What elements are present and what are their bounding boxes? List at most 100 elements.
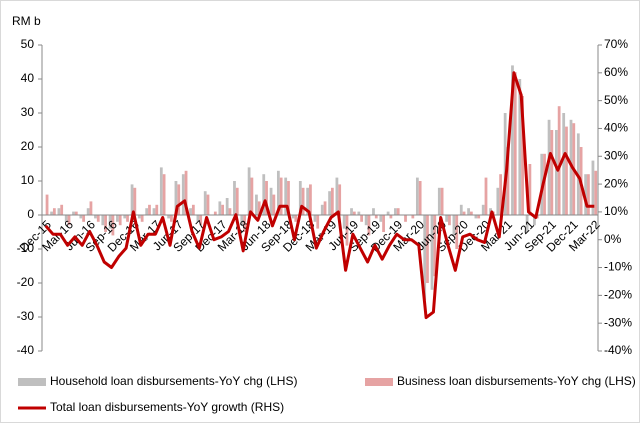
bar [140,215,144,222]
y-axis-title: RM b [12,14,41,28]
bar [57,208,61,215]
bar [513,72,517,215]
y2-tick-label: -10% [604,260,632,274]
bar [323,201,327,215]
bar [521,96,524,215]
bar [448,215,451,226]
bar [148,204,151,215]
bar [518,79,522,215]
bar [235,187,239,215]
bar [496,187,500,215]
legend-swatch [365,378,393,386]
bar [562,113,566,215]
bar [111,215,115,236]
bar [174,181,178,215]
bar [503,113,507,215]
bar [257,201,261,215]
bar [196,215,200,222]
bar [50,211,53,215]
bar [481,204,485,215]
bar [86,208,90,215]
legend-swatch [18,378,46,386]
y2-tick-label: -40% [604,343,632,357]
bar [250,177,254,215]
bar [137,215,141,219]
bar [133,187,137,215]
bar [372,208,375,215]
y-tick-label: 20 [21,139,35,153]
legend-label: Total loan disbursements-YoY growth (RHS… [50,400,284,414]
bar [191,204,195,215]
bar [437,187,441,215]
bar [554,130,558,215]
bar [60,204,64,215]
bar [108,215,112,229]
bar [379,215,383,222]
bar [342,215,346,229]
y-tick-label: 50 [21,37,35,51]
bar [338,184,342,215]
bar [587,174,590,215]
bar [350,208,353,215]
bar [213,211,217,215]
bar [374,215,378,219]
bar [74,211,78,215]
y-tick-label: 30 [21,105,35,119]
y-tick-label: 0 [27,207,34,221]
bar [170,215,173,222]
bar [506,147,510,215]
bar [404,215,407,222]
bar [123,215,127,219]
bar [228,208,232,215]
bar [262,174,266,215]
bar [233,181,236,215]
y2-tick-label: -30% [604,315,632,329]
bar [130,184,134,215]
bar [423,215,427,300]
bar [155,204,159,215]
bar [199,215,203,226]
bar [591,160,595,215]
bar [118,215,122,226]
bar [181,174,185,215]
bar [335,177,339,215]
bar [45,194,49,215]
bar [550,130,554,215]
bar [67,215,71,226]
bar [533,215,536,226]
bar [247,167,251,215]
bar [394,208,397,215]
bar [330,187,334,215]
bar [240,215,244,226]
bar [298,181,302,215]
bar [116,215,119,222]
y-tick-label: 10 [21,173,35,187]
bar [440,187,444,215]
bar [357,211,361,215]
y2-tick-label: 30% [604,148,628,162]
y2-tick-label: 70% [604,37,628,51]
bar [474,215,478,219]
y2-tick-label: 60% [604,65,628,79]
bar [547,119,551,215]
bar [184,170,188,215]
bar [79,215,83,219]
bar [382,215,385,232]
y-tick-label: -30 [17,309,35,323]
bar [452,215,456,236]
bar [287,181,290,215]
y2-tick-label: 10% [604,204,628,218]
bar [64,215,68,222]
bar [265,181,268,215]
bar [284,177,288,215]
bar [221,204,225,215]
bar [360,215,364,222]
bar [418,181,422,215]
bar [565,126,568,215]
y2-tick-label: 0% [604,232,622,246]
bar [584,174,588,215]
bar [162,174,166,215]
bar [364,215,368,226]
bar [82,215,86,222]
bar [594,170,598,215]
